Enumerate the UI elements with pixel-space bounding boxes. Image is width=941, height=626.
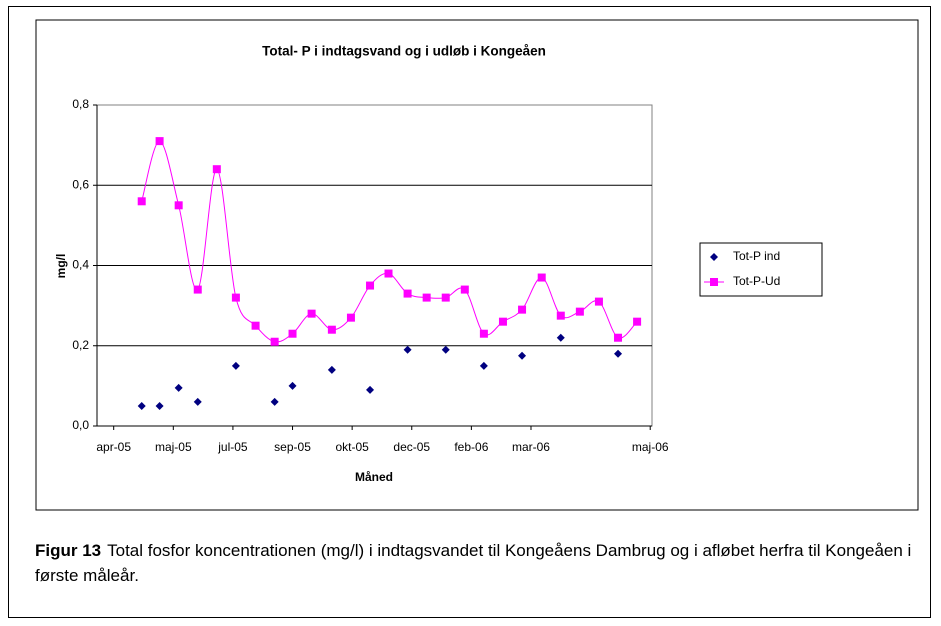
- marker-square: [346, 313, 355, 322]
- marker-square: [518, 305, 527, 314]
- caption: Figur 13 Total fosfor koncentrationen (mg…: [35, 538, 915, 588]
- marker-square: [422, 293, 431, 302]
- marker-square: [270, 337, 279, 346]
- marker-square: [479, 329, 488, 338]
- y-tick-label: 0,4: [72, 258, 89, 272]
- chart: Total- P i indtagsvand og i udløb i Kong…: [35, 19, 919, 511]
- marker-diamond: [441, 345, 450, 354]
- marker-square: [288, 329, 297, 338]
- marker-square: [327, 325, 336, 334]
- marker-diamond: [288, 381, 297, 390]
- marker-square: [212, 165, 221, 174]
- marker-diamond: [155, 401, 164, 410]
- x-tick-label: mar-06: [512, 440, 550, 454]
- marker-diamond: [518, 351, 527, 360]
- marker-diamond: [270, 397, 279, 406]
- marker-diamond: [366, 385, 375, 394]
- marker-square: [155, 137, 164, 146]
- marker-square: [575, 307, 584, 316]
- marker-square: [174, 201, 183, 210]
- legend: [699, 242, 823, 297]
- marker-diamond: [137, 401, 146, 410]
- marker-square: [710, 278, 718, 286]
- marker-square: [137, 197, 146, 206]
- x-tick-label: sep-05: [274, 440, 311, 454]
- marker-square: [251, 321, 260, 330]
- marker-diamond: [556, 333, 565, 342]
- marker-square: [231, 293, 240, 302]
- y-tick-label: 0,0: [72, 418, 89, 432]
- x-tick-label: maj-05: [155, 440, 192, 454]
- marker-square: [441, 293, 450, 302]
- caption-text: Total fosfor koncentrationen (mg/l) i in…: [35, 541, 912, 585]
- chart-title: Total- P i indtagsvand og i udløb i Kong…: [262, 44, 546, 59]
- marker-diamond: [193, 397, 202, 406]
- x-tick-label: maj-06: [632, 440, 669, 454]
- page-frame: [8, 6, 931, 618]
- marker-square: [307, 309, 316, 318]
- marker-square: [614, 333, 623, 342]
- x-tick-label: dec-05: [393, 440, 430, 454]
- marker-square: [403, 289, 412, 298]
- marker-square: [193, 285, 202, 294]
- marker-diamond: [231, 361, 240, 370]
- legend-label: Tot-P ind: [733, 249, 780, 263]
- marker-square: [384, 269, 393, 278]
- marker-square: [556, 311, 565, 320]
- x-axis-label: Måned: [355, 470, 393, 484]
- x-tick-label: jul-05: [217, 440, 248, 454]
- y-tick-label: 0,8: [72, 97, 89, 111]
- series-line: [141, 140, 638, 343]
- x-tick-label: feb-06: [454, 440, 488, 454]
- marker-diamond: [710, 253, 718, 261]
- caption-label: Figur 13: [35, 541, 102, 560]
- y-axis-label: mg/l: [54, 254, 68, 279]
- marker-square: [366, 281, 375, 290]
- marker-diamond: [327, 365, 336, 374]
- marker-diamond: [403, 345, 412, 354]
- y-tick-label: 0,2: [72, 338, 89, 352]
- marker-diamond: [479, 361, 488, 370]
- x-tick-label: apr-05: [96, 440, 131, 454]
- x-tick-label: okt-05: [335, 440, 369, 454]
- legend-label: Tot-P-Ud: [733, 274, 780, 288]
- marker-diamond: [174, 383, 183, 392]
- marker-square: [460, 285, 469, 294]
- marker-square: [537, 273, 546, 282]
- marker-square: [594, 297, 603, 306]
- marker-square: [633, 317, 642, 326]
- y-tick-label: 0,6: [72, 177, 89, 191]
- marker-square: [498, 317, 507, 326]
- marker-diamond: [614, 349, 623, 358]
